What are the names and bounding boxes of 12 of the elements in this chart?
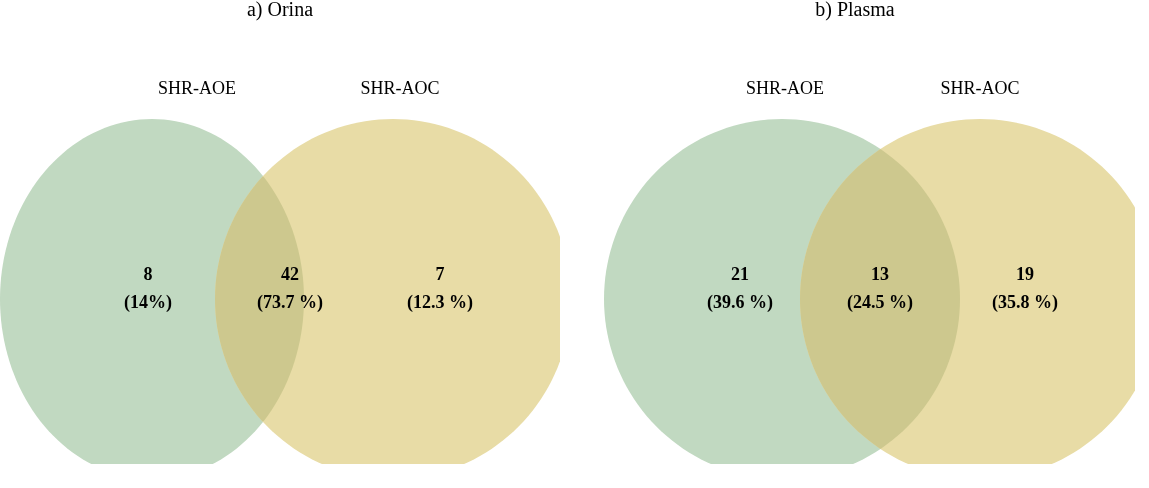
text: SHR-AOC [940,78,1020,98]
text: SHR-AOE [157,78,237,98]
data-label: 8 (14%) [124,264,172,313]
data-label: 7 (12.3 %) [407,264,473,313]
data-label: 21 (39.6 %) [707,264,773,313]
text: SHR-AOC [360,78,440,98]
text: a) Orina [246,0,314,21]
text: b) Plasma [815,0,895,21]
data-label: 19 (35.8 %) [992,264,1058,313]
data-label: 13 (24.5 %) [847,264,913,313]
text: SHR-AOE [745,78,825,98]
data-label: 42 (73.7 %) [257,264,323,313]
